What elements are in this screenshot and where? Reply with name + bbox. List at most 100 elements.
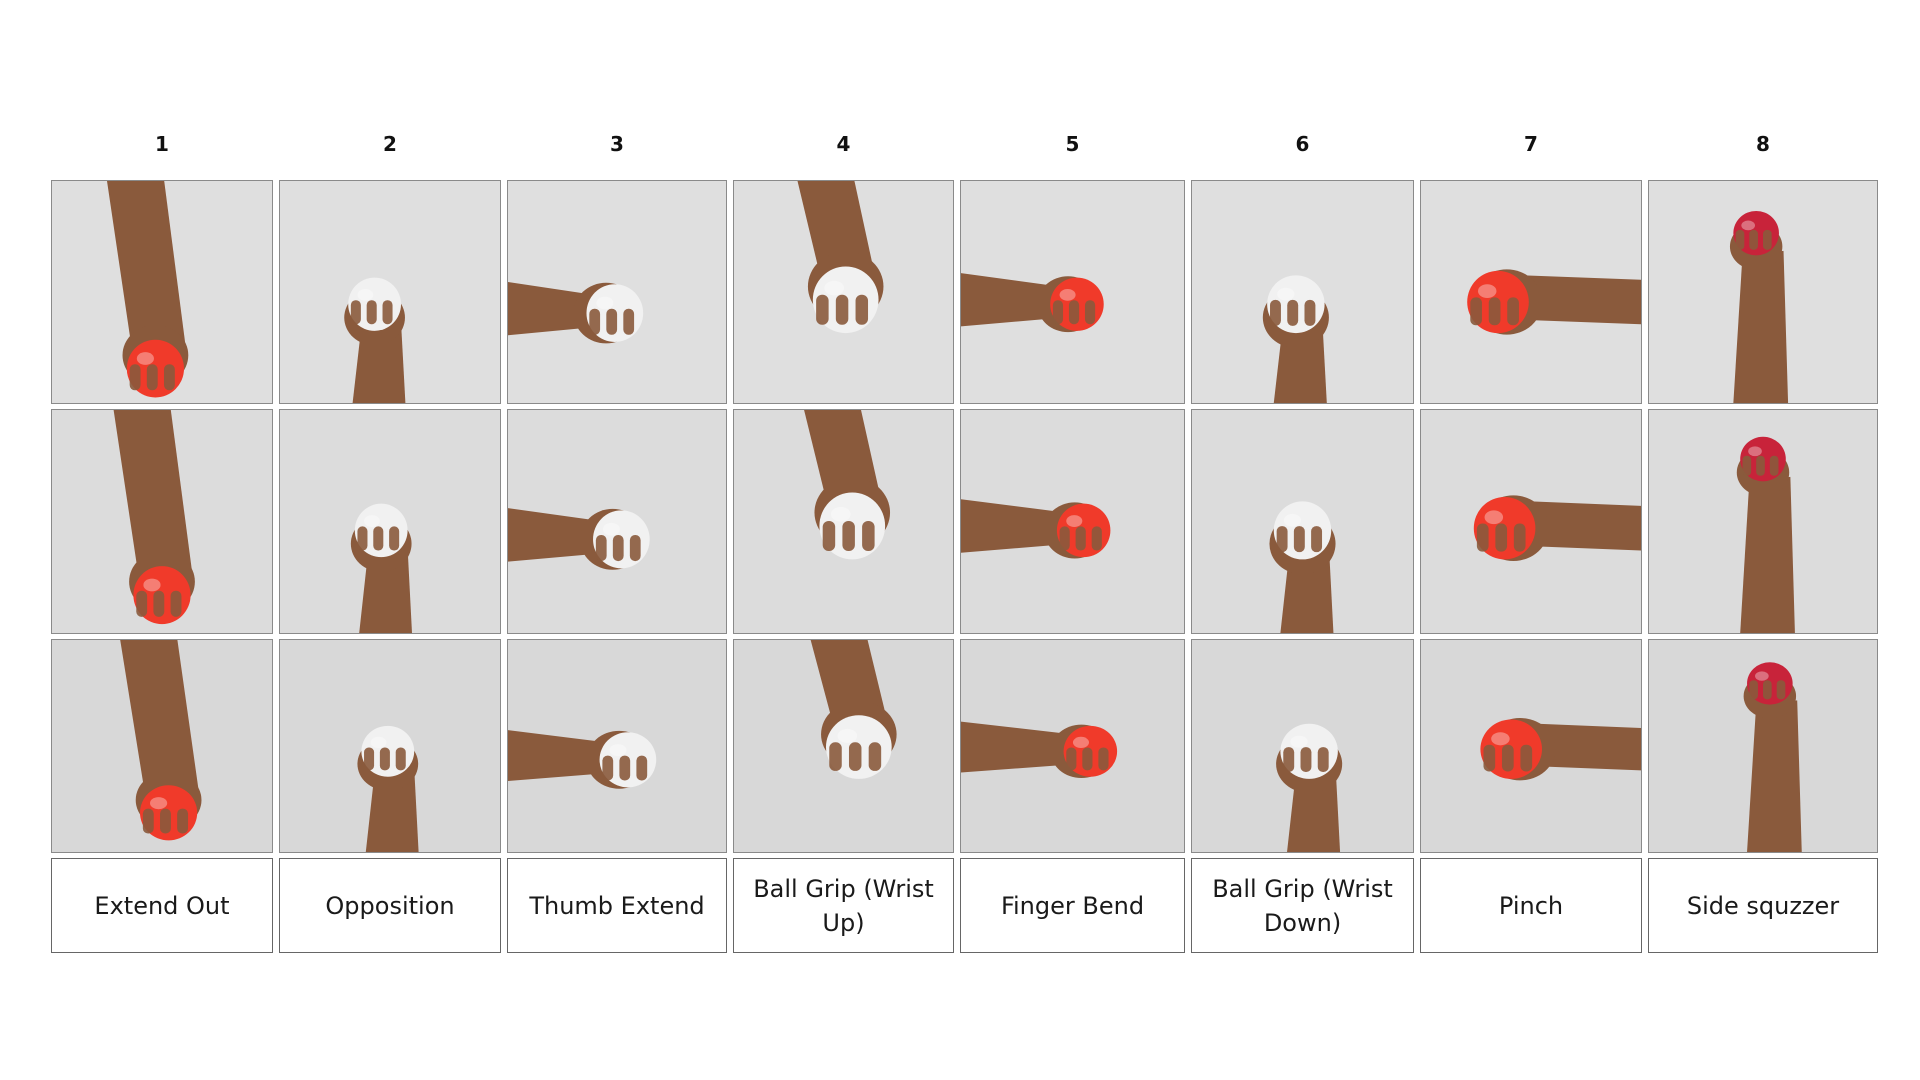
- forearm: [120, 640, 200, 805]
- hand-ball-photo-icon: [508, 181, 726, 403]
- finger: [862, 520, 875, 552]
- finger: [1749, 229, 1758, 250]
- exercise-photo: [51, 180, 273, 404]
- hand-ball-photo-icon: [734, 410, 953, 633]
- finger: [1293, 526, 1305, 553]
- finger: [855, 294, 869, 325]
- forearm: [1533, 723, 1641, 771]
- exercise-photo: [279, 180, 501, 404]
- exercise-photo: [733, 409, 954, 634]
- exercise-photo: [51, 409, 273, 634]
- finger: [395, 747, 406, 771]
- finger: [842, 520, 855, 552]
- exercise-number: 3: [610, 132, 624, 156]
- finger: [153, 590, 165, 617]
- finger: [835, 294, 849, 325]
- finger: [1742, 455, 1752, 476]
- finger: [366, 300, 377, 325]
- finger: [350, 300, 361, 325]
- finger: [816, 294, 829, 325]
- forearm: [1526, 501, 1641, 551]
- finger: [1776, 680, 1786, 700]
- exercise-photo: [733, 639, 954, 853]
- hand-ball-photo-icon: [1192, 181, 1413, 403]
- finger: [1769, 455, 1779, 476]
- exercise-photo: [279, 409, 501, 634]
- finger: [364, 747, 375, 771]
- exercise-photo: [1648, 639, 1878, 853]
- forearm: [961, 273, 1064, 327]
- finger: [1317, 747, 1329, 772]
- exercise-label: Opposition: [279, 858, 501, 953]
- hand-ball-photo-icon: [52, 640, 272, 852]
- exercise-photo: [960, 409, 1185, 634]
- hand-ball-photo-icon: [52, 410, 272, 633]
- hand-ball-photo-icon: [280, 640, 500, 852]
- finger: [1082, 747, 1093, 771]
- hand-ball-photo-icon: [280, 410, 500, 633]
- exercise-photo: [507, 639, 727, 853]
- finger: [1304, 299, 1316, 326]
- exercise-label: Ball Grip (Wrist Down): [1191, 858, 1414, 953]
- exercise-number: 1: [155, 132, 169, 156]
- forearm: [1520, 275, 1641, 325]
- finger: [1735, 229, 1745, 250]
- finger: [636, 755, 648, 781]
- finger: [1501, 744, 1514, 772]
- exercise-label: Thumb Extend: [507, 858, 727, 953]
- hand-ball-photo-icon: [1192, 640, 1413, 852]
- finger: [1075, 526, 1086, 551]
- finger: [1059, 526, 1070, 551]
- forearm: [1740, 476, 1795, 633]
- exercise-photo: [1648, 409, 1878, 634]
- finger: [1311, 526, 1323, 553]
- finger: [1287, 299, 1299, 326]
- forearm: [961, 721, 1077, 773]
- exercise-number: 4: [836, 132, 851, 156]
- finger: [612, 534, 624, 562]
- finger: [170, 590, 182, 617]
- exercise-number: 8: [1756, 132, 1770, 156]
- exercise-label: Ball Grip (Wrist Up): [733, 858, 954, 953]
- finger: [1066, 747, 1077, 771]
- finger: [136, 590, 148, 617]
- finger: [1476, 523, 1489, 552]
- finger: [602, 755, 614, 781]
- finger: [129, 364, 141, 391]
- exercise-photo: [1191, 639, 1414, 853]
- finger: [1763, 680, 1772, 700]
- finger: [1091, 526, 1102, 551]
- hand-ball-photo-icon: [1421, 181, 1641, 403]
- finger: [389, 526, 400, 551]
- finger: [1068, 300, 1080, 325]
- hand-ball-photo-icon: [734, 181, 953, 403]
- finger: [379, 747, 390, 771]
- finger: [1470, 297, 1482, 326]
- finger: [619, 755, 631, 781]
- hand-ball-photo-icon: [1421, 410, 1641, 633]
- exercise-photo: [1420, 180, 1642, 404]
- finger: [595, 534, 607, 562]
- exercise-label: Pinch: [1420, 858, 1642, 953]
- finger: [1270, 299, 1281, 326]
- hand-ball-photo-icon: [508, 410, 726, 633]
- exercise-number: 6: [1295, 132, 1310, 156]
- finger: [822, 520, 836, 552]
- finger: [1495, 523, 1508, 552]
- finger: [1756, 455, 1765, 476]
- hand-ball-photo-icon: [52, 181, 272, 403]
- finger: [1052, 300, 1064, 325]
- hand-ball-photo-icon: [1649, 181, 1877, 403]
- hand-ball-photo-icon: [1649, 640, 1877, 852]
- finger: [373, 526, 384, 551]
- finger: [1483, 744, 1496, 772]
- hand-ball-photo-icon: [961, 640, 1184, 852]
- hand-ball-photo-icon: [1192, 410, 1413, 633]
- exercise-photo: [960, 180, 1185, 404]
- hand-ball-photo-icon: [280, 181, 500, 403]
- hand-ball-photo-icon: [1649, 410, 1877, 633]
- finger: [829, 742, 842, 771]
- finger: [357, 526, 368, 551]
- finger: [589, 308, 601, 335]
- finger: [1276, 526, 1288, 553]
